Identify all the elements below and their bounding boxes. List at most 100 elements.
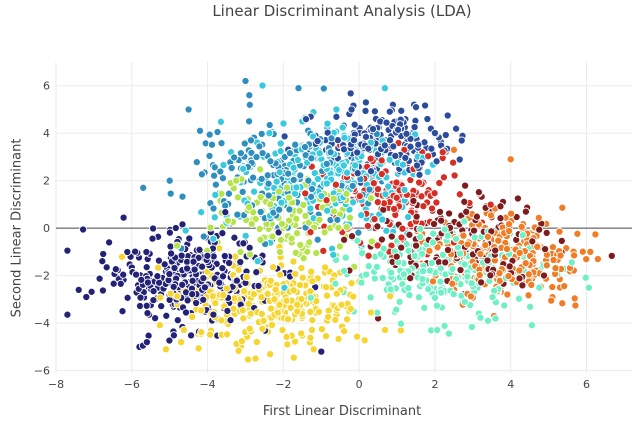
data-point xyxy=(438,250,447,259)
data-point xyxy=(143,309,152,318)
data-point xyxy=(430,293,440,302)
data-point xyxy=(357,278,366,287)
data-point xyxy=(156,293,165,302)
data-point xyxy=(404,284,413,293)
data-point xyxy=(282,183,292,192)
data-point xyxy=(223,216,232,225)
data-point xyxy=(373,198,382,207)
data-point xyxy=(396,326,405,335)
data-point xyxy=(171,223,180,233)
data-point xyxy=(216,117,225,126)
data-point xyxy=(460,217,469,226)
data-point xyxy=(593,254,602,264)
data-point xyxy=(245,250,255,259)
data-point xyxy=(342,315,352,324)
data-point xyxy=(306,307,315,316)
data-point xyxy=(496,214,505,223)
data-point xyxy=(361,98,370,107)
data-point xyxy=(450,171,459,180)
data-point xyxy=(259,316,268,325)
data-point xyxy=(406,142,415,151)
x-tick-labels: −8 −6 −4 −2 0 2 4 6 xyxy=(48,378,590,391)
data-point xyxy=(273,308,282,317)
data-point xyxy=(188,290,197,299)
data-point xyxy=(586,247,595,256)
data-point xyxy=(444,329,453,338)
data-point xyxy=(319,84,328,93)
data-point xyxy=(285,205,294,214)
x-tick-label: 6 xyxy=(583,378,590,391)
data-point xyxy=(194,344,203,353)
data-point xyxy=(486,211,496,220)
data-point xyxy=(166,289,175,298)
data-point xyxy=(557,236,566,245)
data-point xyxy=(246,136,256,145)
data-point xyxy=(548,243,557,252)
data-point xyxy=(390,204,399,213)
data-point xyxy=(139,183,148,192)
data-point xyxy=(304,176,313,185)
data-point xyxy=(251,354,260,363)
data-point xyxy=(197,170,206,179)
data-point xyxy=(460,260,469,269)
data-point xyxy=(239,164,248,173)
data-point xyxy=(153,272,162,281)
data-point xyxy=(521,207,530,216)
data-point xyxy=(188,276,197,285)
data-point xyxy=(244,299,253,308)
data-point xyxy=(283,340,292,349)
data-point xyxy=(405,230,414,239)
data-point xyxy=(406,274,415,283)
data-point xyxy=(332,112,341,121)
data-point xyxy=(219,291,228,300)
data-point xyxy=(233,210,242,219)
data-point xyxy=(289,175,298,184)
data-point xyxy=(476,249,485,259)
data-point xyxy=(449,290,458,299)
data-point xyxy=(467,279,476,288)
data-point xyxy=(327,134,336,143)
data-point xyxy=(415,178,424,187)
data-point xyxy=(539,271,549,280)
data-point xyxy=(317,325,326,334)
data-point xyxy=(313,235,322,244)
data-point xyxy=(241,231,250,240)
data-point xyxy=(348,181,357,190)
data-point xyxy=(460,197,469,206)
y-tick-label: −2 xyxy=(34,270,50,283)
data-point xyxy=(192,158,201,167)
data-point xyxy=(255,224,264,234)
data-point xyxy=(505,262,514,271)
data-point xyxy=(142,301,151,310)
data-point xyxy=(256,207,265,216)
data-point xyxy=(266,276,275,285)
data-point xyxy=(496,202,505,211)
data-point xyxy=(432,157,441,166)
data-point xyxy=(320,228,329,237)
data-point xyxy=(230,233,239,242)
data-point xyxy=(466,292,475,301)
data-point xyxy=(339,161,348,170)
data-point xyxy=(363,221,372,231)
data-point xyxy=(293,300,302,309)
data-point xyxy=(232,176,241,185)
data-point xyxy=(289,257,298,266)
data-point xyxy=(210,171,219,180)
data-point xyxy=(424,152,433,161)
data-point xyxy=(243,355,253,364)
data-point xyxy=(161,345,170,354)
data-point xyxy=(255,142,264,151)
data-point xyxy=(211,299,220,308)
data-point xyxy=(187,331,196,340)
x-tick-label: −8 xyxy=(48,378,64,391)
data-point xyxy=(378,273,387,283)
data-point xyxy=(291,248,300,257)
data-point xyxy=(366,167,376,176)
data-point xyxy=(452,124,461,133)
data-point xyxy=(361,106,370,115)
data-point xyxy=(535,283,544,292)
data-point xyxy=(181,308,191,317)
data-point xyxy=(189,257,198,266)
x-tick-label: 0 xyxy=(356,378,363,391)
data-point xyxy=(326,148,335,157)
